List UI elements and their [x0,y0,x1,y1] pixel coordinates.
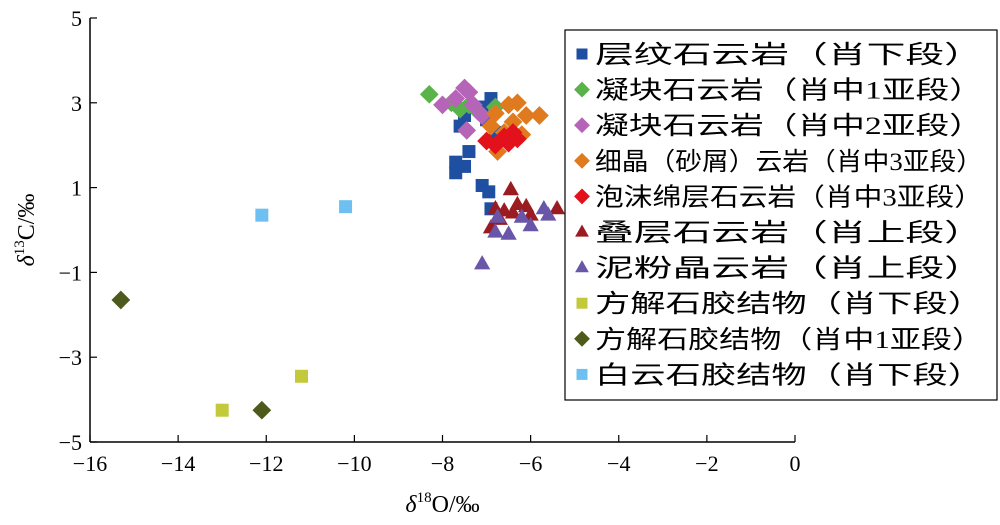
legend-label: 细晶（砂屑）云岩（肖中3亚段） [595,148,983,176]
y-tick-label: 3 [71,91,82,116]
legend-label: 白云石胶结物（肖下段） [595,361,983,389]
x-tick-label: −16 [73,451,107,476]
legend-marker [576,297,588,309]
data-point [522,216,539,232]
legend-label: 层纹石云岩（肖下段） [595,41,983,69]
data-point [463,95,483,115]
data-point [504,204,522,219]
y-tick-label: −1 [59,260,82,285]
data-point [252,400,272,420]
y-tick-label: 1 [71,176,82,201]
x-tick-label: −14 [161,451,195,476]
legend-label: 叠层石云岩（肖上段） [595,219,983,247]
x-tick-label: −6 [519,451,542,476]
data-point [513,208,530,223]
data-point [486,135,505,155]
data-point [474,255,491,270]
data-point [530,106,549,125]
legend-marker [574,152,590,169]
data-point [446,89,466,108]
legend-label: 凝块石云岩（肖中2亚段） [595,112,983,140]
legend-marker [574,117,590,134]
data-point [482,185,496,199]
data-point [502,180,519,196]
data-point [489,208,506,223]
data-point [503,112,523,132]
x-tick-label: −10 [337,451,371,476]
data-point [215,403,229,417]
x-tick-label: 0 [790,451,801,476]
data-point [508,93,527,113]
data-point [548,199,566,215]
data-point [339,200,353,214]
legend-box [564,29,998,401]
data-point [255,208,269,222]
data-point [462,145,476,159]
legend-label: 泥粉晶云岩（肖上段） [595,255,983,283]
data-point [487,223,504,238]
legend-label: 泡沫绵层石云岩（肖中3亚段） [595,183,983,211]
data-points [111,78,566,420]
data-point [477,131,496,151]
data-point [540,206,557,221]
x-tick-label: −12 [249,451,283,476]
x-tick-label: −2 [695,451,718,476]
y-tick-label: −5 [59,430,82,455]
legend-marker [574,188,590,205]
axes: −16 −14 −12 −10 −8 −6 −4 −2 0 −5 −3 −1 1 3 5 δ18O/‰ δ13C… [12,6,801,518]
data-point [111,290,131,310]
legend-label: 凝块石云岩（肖中1亚段） [595,77,983,105]
legend: 层纹石云岩（肖下段） 凝块石云岩（肖中1亚段） 凝块石云岩（肖中2亚段） 细晶（砂屑）… [564,29,998,401]
data-point [457,121,477,140]
legend-marker [575,224,589,237]
y-axis-label: δ13C/‰ [12,194,40,267]
data-point [516,106,536,125]
data-point [472,106,492,125]
data-point [433,95,452,115]
data-point [500,225,517,240]
data-point [503,123,523,142]
legend-label: 方解石胶结物（肖中1亚段） [595,326,983,354]
data-point [499,133,518,153]
x-axis-label: δ18O/‰ [405,490,479,518]
legend-marker [574,330,590,347]
data-point [295,369,308,383]
legend-marker [576,48,588,60]
legend-marker [575,260,589,273]
legend-marker [574,81,590,98]
x-tick-label: −8 [431,451,454,476]
data-point [449,166,463,180]
data-point [481,116,501,136]
y-tick-label: 5 [71,6,82,31]
legend-marker [576,368,588,380]
x-tick-label: −4 [607,451,630,476]
data-point [508,129,527,149]
data-point [419,84,439,104]
y-tick-label: −3 [59,345,82,370]
legend-label: 方解石胶结物（肖下段） [595,290,983,318]
